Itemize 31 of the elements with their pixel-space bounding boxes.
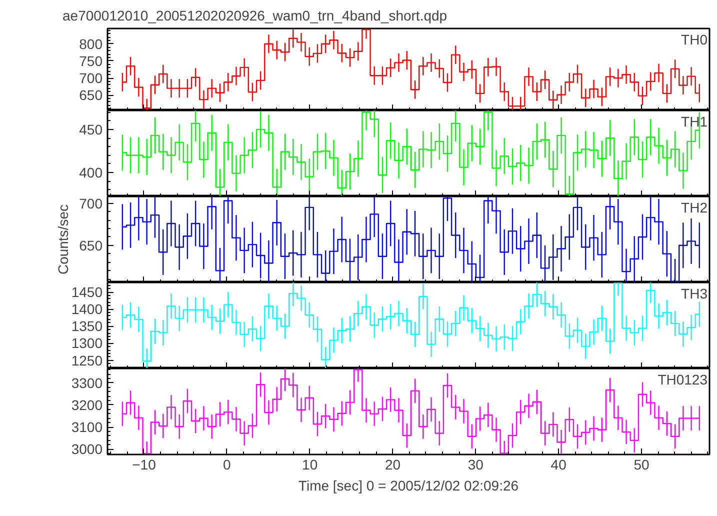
y-tick-label: 1300 bbox=[71, 335, 103, 352]
y-tick-label: 3000 bbox=[71, 441, 103, 458]
x-tick-label: 0 bbox=[223, 456, 232, 472]
y-tick-label: 450 bbox=[79, 121, 103, 138]
y-tick-label: 700 bbox=[79, 70, 103, 86]
x-tick-label: 40 bbox=[550, 456, 567, 472]
y-tick-label: 400 bbox=[79, 164, 103, 180]
y-tick-label: 3200 bbox=[71, 396, 103, 413]
annotation: TH0123 bbox=[658, 372, 708, 388]
y-tick-label: 650 bbox=[79, 237, 103, 254]
x-tick-label: 50 bbox=[634, 456, 650, 472]
y-tick-label: 800 bbox=[79, 36, 103, 52]
y-tick-label: 3100 bbox=[71, 419, 103, 436]
y-tick-label: 700 bbox=[79, 195, 103, 212]
y-tick-label: 3300 bbox=[71, 374, 103, 391]
x-tick-label: 10 bbox=[302, 456, 318, 472]
annotation: TH2 bbox=[681, 200, 708, 216]
y-tick-label: 1350 bbox=[71, 318, 103, 334]
chart-title: ae700012010_20051202020926_wam0_trn_4band_short.qdp bbox=[62, 8, 448, 24]
y-tick-label: 1250 bbox=[71, 352, 103, 368]
x-axis-title: Time [sec] 0 = 2005/12/02 02:09:26 bbox=[298, 478, 519, 494]
x-tick-label: 30 bbox=[468, 456, 484, 472]
y-axis-title: Counts/sec bbox=[55, 204, 72, 275]
annotation: TH0 bbox=[681, 32, 708, 48]
y-tick-label: 650 bbox=[79, 87, 103, 104]
x-tick-label: 20 bbox=[384, 456, 401, 472]
annotation: TH3 bbox=[681, 286, 708, 302]
y-tick-label: 1400 bbox=[71, 301, 103, 318]
x-tick-label: −10 bbox=[132, 456, 156, 472]
y-tick-label: 750 bbox=[79, 52, 103, 69]
y-tick-label: 1450 bbox=[71, 284, 103, 300]
